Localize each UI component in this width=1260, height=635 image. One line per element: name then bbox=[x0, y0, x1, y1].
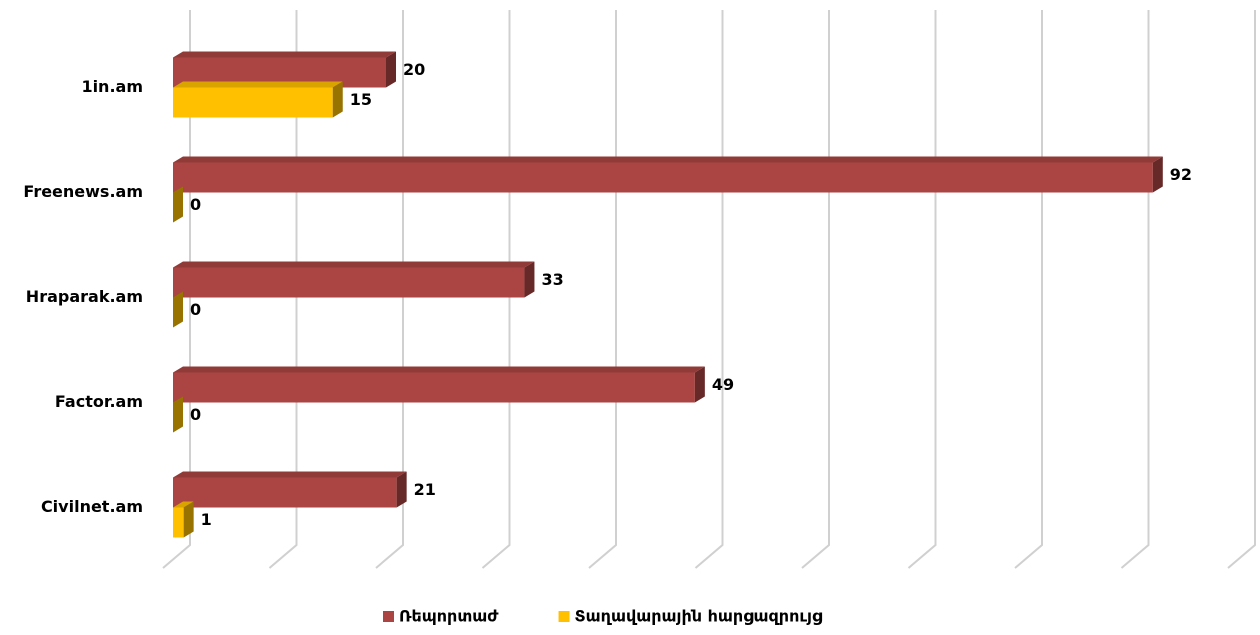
bar-top bbox=[173, 501, 194, 508]
bar-front bbox=[173, 372, 695, 403]
bar-top bbox=[173, 81, 343, 88]
grid-line bbox=[907, 10, 937, 569]
bar-front bbox=[173, 267, 525, 298]
bar bbox=[173, 501, 194, 538]
y-tick-label: Freenews.am bbox=[23, 182, 143, 201]
value-label: 0 bbox=[190, 195, 201, 214]
grid-line bbox=[694, 10, 724, 569]
bar-top bbox=[173, 261, 535, 268]
bar bbox=[173, 471, 407, 508]
legend-label: Ռեպորտաժ bbox=[399, 607, 499, 626]
bar bbox=[173, 261, 535, 298]
bar-top bbox=[173, 51, 396, 58]
bar bbox=[173, 396, 183, 433]
bar-side bbox=[524, 261, 535, 298]
bar-side bbox=[173, 396, 183, 433]
bar bbox=[173, 156, 1163, 193]
grid-line bbox=[801, 10, 830, 569]
bar-side bbox=[396, 471, 407, 508]
bar-side bbox=[386, 51, 396, 88]
legend-swatch bbox=[383, 611, 394, 622]
value-label: 21 bbox=[414, 480, 436, 499]
grid-line bbox=[1120, 10, 1150, 569]
bar-side bbox=[183, 501, 194, 538]
value-label: 0 bbox=[190, 300, 201, 319]
y-tick-label: Civilnet.am bbox=[41, 497, 143, 516]
bar-top bbox=[173, 471, 407, 478]
value-label: 92 bbox=[1170, 165, 1192, 184]
value-label: 20 bbox=[403, 60, 425, 79]
bar-side bbox=[332, 81, 343, 118]
legend-swatch bbox=[558, 611, 570, 622]
bar bbox=[173, 81, 343, 118]
bar-front bbox=[173, 507, 184, 538]
grid-line bbox=[1014, 10, 1043, 569]
y-tick-label: 1in.am bbox=[81, 77, 143, 96]
value-label: 49 bbox=[712, 375, 734, 394]
value-label: 15 bbox=[350, 90, 372, 109]
bar bbox=[173, 186, 183, 223]
bar-top bbox=[173, 366, 705, 373]
bar-front bbox=[173, 87, 333, 118]
legend-label: Տաղավարային հարցազրույց bbox=[575, 607, 823, 626]
bar-side bbox=[1152, 156, 1163, 193]
value-label: 33 bbox=[541, 270, 563, 289]
bar bbox=[173, 291, 183, 328]
bar bbox=[173, 366, 705, 403]
bar-side bbox=[173, 291, 183, 328]
bar-front bbox=[173, 477, 397, 508]
bar-top bbox=[173, 156, 1163, 163]
grid-line bbox=[1227, 10, 1256, 569]
y-tick-label: Factor.am bbox=[55, 392, 143, 411]
y-tick-label: Hraparak.am bbox=[26, 287, 143, 306]
bar-front bbox=[173, 162, 1153, 193]
value-label: 0 bbox=[190, 405, 201, 424]
bar-side bbox=[173, 186, 183, 223]
grid-line bbox=[588, 10, 617, 569]
value-label: 1 bbox=[201, 510, 212, 529]
bar-side bbox=[694, 366, 705, 403]
